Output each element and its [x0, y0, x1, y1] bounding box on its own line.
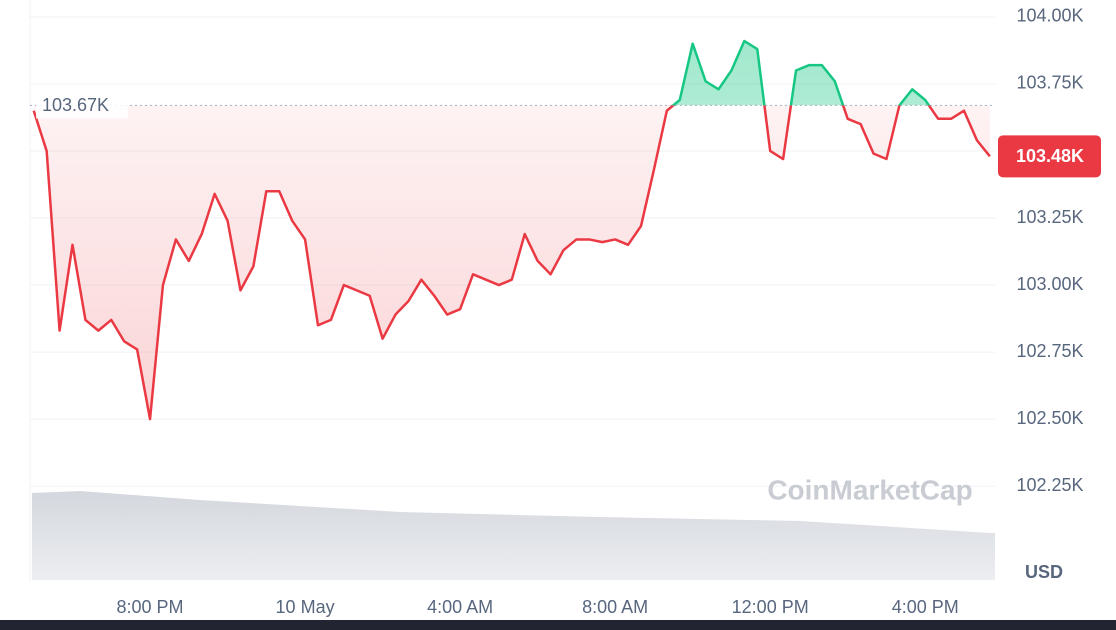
price-line-up [671, 39, 931, 106]
unit-label: USD [1025, 562, 1063, 582]
y-tick-label: 103.75K [1016, 73, 1083, 93]
y-tick-label: 102.25K [1016, 475, 1083, 495]
area-above [33, 41, 990, 106]
x-tick-label: 8:00 AM [582, 597, 648, 617]
x-tick-label: 4:00 PM [892, 597, 959, 617]
x-tick-label: 8:00 PM [117, 597, 184, 617]
x-tick-label: 12:00 PM [732, 597, 809, 617]
baseline-label-bg [36, 92, 128, 119]
plot: 103.67K [30, 39, 995, 421]
y-tick-label: 103.25K [1016, 207, 1083, 227]
x-tick-label: 4:00 AM [427, 597, 493, 617]
volume-background [32, 491, 995, 580]
current-price-tag [998, 135, 1101, 178]
area-below [33, 105, 990, 420]
price-line-down [32, 105, 991, 421]
watermark: CoinMarketCap [767, 474, 972, 505]
y-tick-label: 102.50K [1016, 408, 1083, 428]
baseline-label: 103.67K [42, 95, 109, 115]
x-tick-label: 10 May [276, 597, 335, 617]
current-price-label: 103.48K [1016, 146, 1084, 166]
y-tick-label: 103.00K [1016, 274, 1083, 294]
bottom-bar [0, 620, 1116, 630]
y-tick-label: 102.75K [1016, 341, 1083, 361]
y-tick-label: 104.00K [1016, 6, 1083, 26]
